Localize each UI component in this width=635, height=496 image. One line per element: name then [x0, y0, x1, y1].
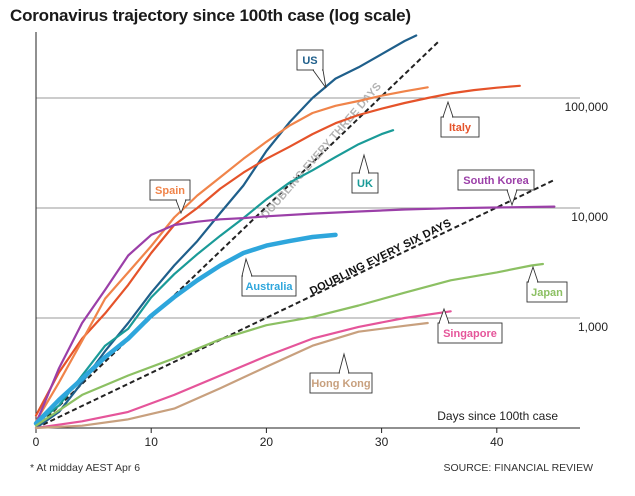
- chart-title: Coronavirus trajectory since 100th case …: [10, 6, 411, 25]
- callout-box: [296, 49, 324, 71]
- callout-spain: Spain: [149, 179, 191, 215]
- series-line-uk: [34, 129, 395, 425]
- callout-australia: Australia: [241, 257, 297, 297]
- source-note: SOURCE: FINANCIAL REVIEW: [443, 462, 593, 474]
- callout-pointer: [241, 257, 253, 277]
- callout-italy: Italy: [440, 100, 480, 138]
- callout-pointer: [442, 100, 454, 118]
- callout-uk: UK: [351, 153, 379, 194]
- callout-box: [526, 281, 568, 303]
- guide-label: DOUBLING EVERY THREE DAYS: [259, 81, 384, 222]
- callout-box: [457, 169, 535, 191]
- callout-pointer: [338, 352, 350, 374]
- callout-label-hong-kong: Hong Kong: [311, 378, 370, 390]
- y-tick-label: 10,000: [571, 210, 608, 224]
- callout-hong-kong: Hong Kong: [309, 352, 373, 394]
- callout-label-singapore: Singapore: [443, 328, 497, 340]
- callout-label-italy: Italy: [449, 122, 472, 134]
- callout-label-japan: Japan: [531, 287, 563, 299]
- series-line-hong-kong: [34, 321, 429, 430]
- callout-singapore: Singapore: [437, 307, 503, 344]
- callout-south-korea: South Korea: [457, 169, 535, 207]
- series-line-us: [34, 34, 418, 430]
- callout-pointer: [527, 265, 539, 283]
- series-line-australia: [33, 232, 338, 426]
- callout-pointer: [358, 153, 370, 174]
- x-tick-label: 40: [490, 435, 504, 449]
- x-tick-label: 0: [33, 435, 40, 449]
- callout-box: [241, 275, 297, 297]
- x-tick-label: 30: [375, 435, 389, 449]
- callout-us: US: [296, 49, 327, 89]
- callout-label-spain: Spain: [155, 185, 185, 197]
- x-axis-label: Days since 100th case: [437, 409, 558, 423]
- callout-label-uk: UK: [357, 178, 373, 190]
- callout-label-south-korea: South Korea: [463, 175, 529, 187]
- y-tick-label: 1,000: [578, 320, 608, 334]
- footnote: * At midday AEST Apr 6: [30, 462, 141, 474]
- x-tick-label: 10: [145, 435, 159, 449]
- callout-box: [440, 116, 480, 138]
- callout-label-australia: Australia: [245, 281, 293, 293]
- x-tick-label: 20: [260, 435, 274, 449]
- series-line-spain: [34, 86, 429, 423]
- guide-line: [35, 40, 440, 429]
- callout-box: [149, 179, 191, 201]
- callout-box: [437, 322, 503, 344]
- series-line-south-korea: [34, 205, 556, 425]
- callout-pointer: [312, 69, 327, 89]
- y-tick-label: 100,000: [565, 100, 609, 114]
- series-line-singapore: [34, 310, 452, 430]
- callout-label-us: US: [302, 55, 317, 67]
- series-line-italy: [34, 84, 521, 417]
- series-line-japan: [34, 262, 545, 427]
- callout-japan: Japan: [526, 265, 568, 303]
